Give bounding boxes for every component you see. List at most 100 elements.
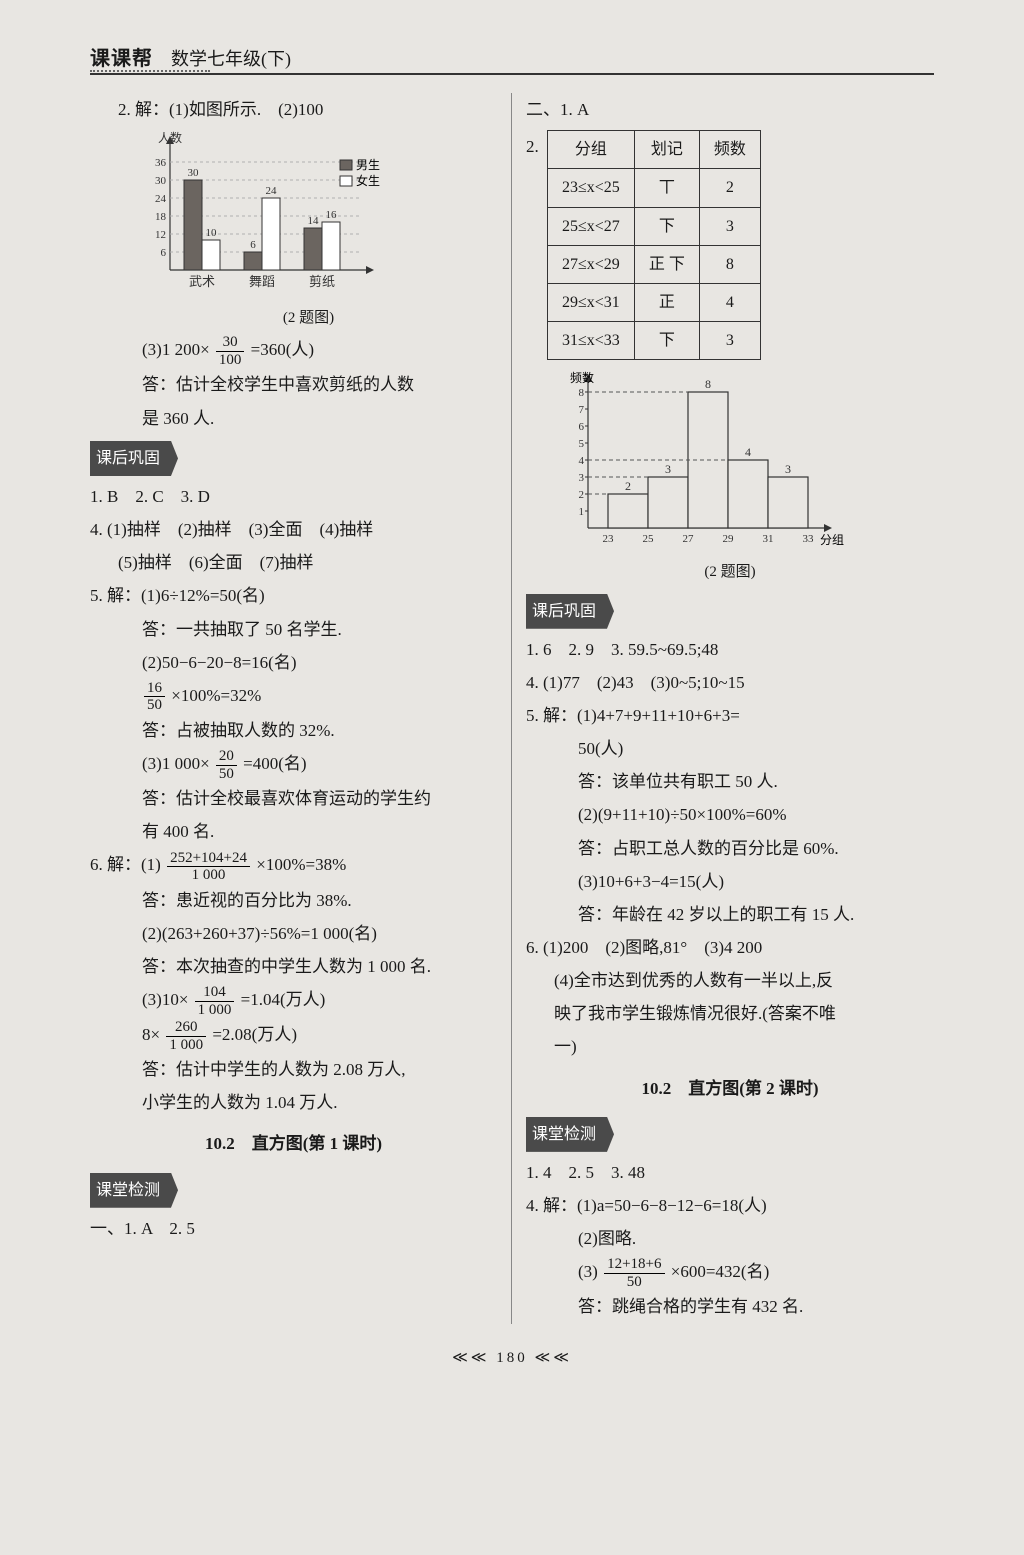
page-header: 课课帮 数学七年级(下) [90,42,934,75]
rq4-3a: 答：跳绳合格的学生有 432 名. [526,1290,934,1323]
svg-text:8: 8 [705,377,711,391]
r6a: 6. (1)200 (2)图略,81° (3)4 200 [526,931,934,964]
svg-text:16: 16 [326,209,338,221]
r-q4: 4. (1)77 (2)43 (3)0~5;10~15 [526,666,934,699]
th-tally: 划记 [634,131,699,169]
svg-text:武术: 武术 [189,274,215,289]
svg-text:女生: 女生 [356,173,380,188]
frequency-table: 分组 划记 频数 23≤x<25丅2 25≤x<27下3 27≤x<29正 下8… [547,130,761,360]
section-tag-ktjc-r: 课堂检测 [526,1117,614,1152]
header-main: 课课帮 [90,42,153,71]
svg-text:男生: 男生 [356,158,380,172]
table-row: 25≤x<27下3 [548,207,761,245]
q5-1a: 答：一共抽取了 50 名学生. [90,613,497,646]
q2-ans2: 是 360 人. [90,402,497,435]
q6-3a: 答：估计中学生的人数为 2.08 万人, [90,1053,497,1086]
svg-text:36: 36 [155,157,167,169]
svg-text:30: 30 [155,175,167,187]
q5-2b: 1650 ×100%=32% [90,679,497,714]
rq4-3frac: 12+18+650 [602,1256,666,1290]
q6-3post: =1.04(万人) [241,990,326,1009]
svg-text:频数: 频数 [570,370,594,385]
q5-3b: 有 400 名. [90,815,497,848]
r5-2b: 答：占职工总人数的百分比是 60%. [526,832,934,865]
rq4-3pre: (3) [578,1262,598,1281]
page-footer: ≪≪ 180 ≪≪ [90,1348,934,1367]
q5-3frac: 2050 [214,748,239,782]
q2-ans1: 答：估计全校学生中喜欢剪纸的人数 [90,368,497,401]
content-columns: 2. 解：(1)如图所示. (2)100 612 [90,93,934,1324]
rq4-1: 4. 解：(1)a=50−6−8−12−6=18(人) [526,1189,934,1222]
r5-2a: (2)(9+11+10)÷50×100%=60% [526,798,934,831]
section-tag-ktjc-l: 课堂检测 [90,1173,178,1208]
q6-2: (2)(263+260+37)÷56%=1 000(名) [90,917,497,950]
q6-3bfrac: 2601 000 [164,1019,208,1053]
lesson-1-title: 10.2 直方图(第 1 课时) [90,1127,497,1160]
table-row: 31≤x<33下3 [548,322,761,360]
svg-text:29: 29 [723,533,735,545]
svg-text:1: 1 [579,506,585,518]
rq4-3post: ×600=432(名) [671,1262,770,1281]
table-row: 29≤x<31正4 [548,283,761,321]
table-wrap: 2. 分组 划记 频数 23≤x<25丅2 25≤x<27下3 27≤x<29正… [526,126,934,368]
q2-calc: (3)1 200× 30100 =360(人) [90,333,497,368]
bar-chart: 612 1824 3036 人数 3010 624 1416 [140,130,400,300]
svg-text:33: 33 [803,533,815,545]
left-last: 一、1. A 2. 5 [90,1212,497,1245]
header-sub: 数学七年级(下) [171,45,291,71]
r6b: (4)全市达到优秀的人数有一半以上,反 [526,964,934,997]
svg-text:8: 8 [579,387,585,399]
svg-text:27: 27 [683,533,695,545]
table-header-row: 分组 划记 频数 [548,131,761,169]
q5-2bpost: ×100%=32% [171,686,261,705]
header-underline [90,70,210,72]
svg-text:4: 4 [745,445,751,459]
svg-text:24: 24 [266,185,278,197]
r5-3b: 答：年龄在 42 岁以上的职工有 15 人. [526,898,934,931]
svg-text:6: 6 [161,247,167,259]
svg-text:分组: 分组 [820,533,844,547]
svg-text:23: 23 [603,533,615,545]
table-row: 23≤x<25丅2 [548,169,761,207]
q2-calc-pre: (3)1 200× [142,340,210,359]
q6-2a: 答：本次抽查的中学生人数为 1 000 名. [90,950,497,983]
svg-text:3: 3 [665,462,671,476]
r5-1c: 答：该单位共有职工 50 人. [526,765,934,798]
q6-3bpost: =2.08(万人) [212,1025,297,1044]
q5-1: 5. 解：(1)6÷12%=50(名) [90,579,497,612]
th-group: 分组 [548,131,635,169]
q4b: (5)抽样 (6)全面 (7)抽样 [90,546,497,579]
q6-1frac: 252+104+241 000 [165,850,252,884]
svg-text:24: 24 [155,193,167,205]
svg-text:6: 6 [579,421,585,433]
q6-3bpre: 8× [142,1025,160,1044]
svg-text:14: 14 [308,215,320,227]
svg-text:18: 18 [155,211,167,223]
r5-1b: 50(人) [526,732,934,765]
lesson-2-title: 10.2 直方图(第 2 课时) [526,1072,934,1105]
q6-3b: 8× 2601 000 =2.08(万人) [90,1018,497,1053]
svg-text:剪纸: 剪纸 [309,274,335,289]
r6c: 映了我市学生锻炼情况很好.(答案不唯 [526,997,934,1030]
q6-3c: 小学生的人数为 1.04 万人. [90,1086,497,1119]
svg-text:31: 31 [763,533,774,545]
q5-3a: 答：估计全校最喜欢体育运动的学生约 [90,782,497,815]
svg-text:人数: 人数 [158,130,182,145]
section-tag-khwg: 课后巩固 [90,441,178,476]
q5-2a: 答：占被抽取人数的 32%. [90,714,497,747]
r5-1a: 5. 解：(1)4+7+9+11+10+6+3= [526,699,934,732]
q6-1post: ×100%=38% [256,855,346,874]
q5-3pre: (3)1 000× [142,754,210,773]
svg-text:舞蹈: 舞蹈 [249,274,275,289]
q5-3: (3)1 000× 2050 =400(名) [90,747,497,782]
r-q123: 1. 6 2. 9 3. 59.5~69.5;48 [526,633,934,666]
left-column: 2. 解：(1)如图所示. (2)100 612 [90,93,512,1324]
q2-line: 2. 解：(1)如图所示. (2)100 [90,93,497,126]
svg-text:5: 5 [579,438,585,450]
svg-text:3: 3 [785,462,791,476]
q6-3frac: 1041 000 [193,984,237,1018]
rq123: 1. 4 2. 5 3. 48 [526,1156,934,1189]
th-freq: 频数 [699,131,760,169]
q5-frac: 1650 [142,680,167,714]
hist-caption: (2 题图) [526,558,934,587]
